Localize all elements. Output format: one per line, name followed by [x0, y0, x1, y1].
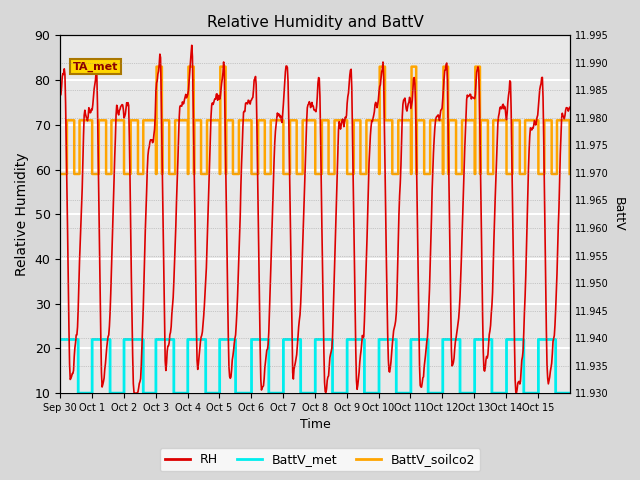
- Legend: RH, BattV_met, BattV_soilco2: RH, BattV_met, BattV_soilco2: [159, 448, 481, 471]
- Text: TA_met: TA_met: [73, 61, 118, 72]
- Y-axis label: Relative Humidity: Relative Humidity: [15, 153, 29, 276]
- X-axis label: Time: Time: [300, 419, 330, 432]
- Y-axis label: BattV: BattV: [612, 197, 625, 231]
- Title: Relative Humidity and BattV: Relative Humidity and BattV: [207, 15, 423, 30]
